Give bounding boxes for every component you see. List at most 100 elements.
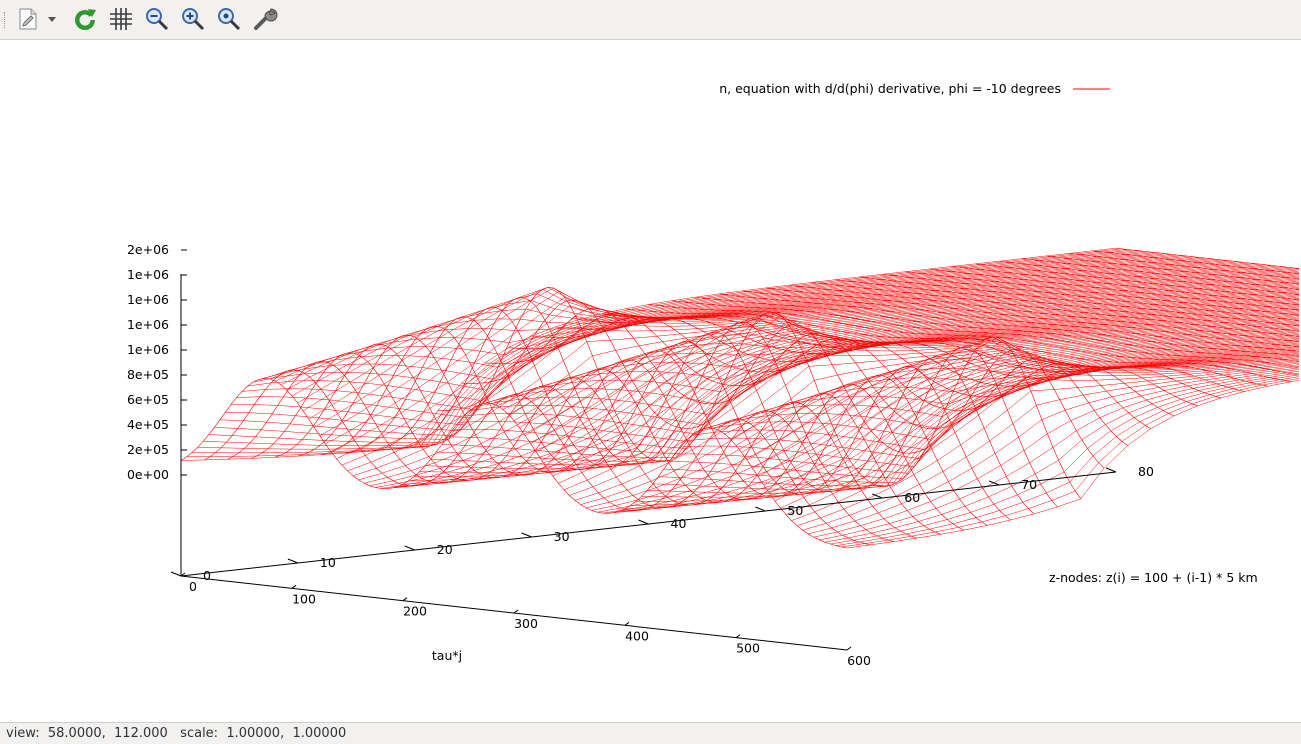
z-tick-label: 2e+06: [127, 242, 169, 257]
surface-line-x: [225, 252, 1161, 432]
export-button[interactable]: [13, 4, 43, 34]
surface-line-x: [558, 311, 1299, 484]
y-tick-label: 80: [1138, 464, 1154, 479]
surface-line-x: [375, 270, 1299, 488]
surface-line-x: [308, 262, 1244, 420]
surface-line-x: [697, 342, 1299, 440]
surface-line-x: [380, 272, 1299, 489]
surface-line-x: [730, 349, 1299, 440]
z-tick-label: 1e+06: [127, 317, 169, 332]
y-tick: [287, 558, 299, 564]
surface-line-x: [414, 279, 1299, 477]
z-tick-label: 4e+05: [127, 417, 169, 432]
surface-line-x: [491, 296, 1299, 404]
surface-line-x: [430, 283, 1299, 466]
surface-line-x: [297, 260, 1233, 404]
surface-line-x: [586, 317, 1299, 509]
surface-line-x: [519, 302, 1299, 428]
surface-line-y: [1045, 255, 1299, 285]
plot-area: 0 100 200 300 400 500 600 0 10 20 30 40 50 60 70 80 0e+0…: [1, 41, 1299, 721]
surface-line-x: [769, 340, 1299, 494]
surface-line-x: [541, 307, 1299, 461]
surface-line-x: [669, 336, 1299, 479]
zoom-out-icon: [146, 8, 169, 31]
z-tick-label: 6e+05: [127, 392, 169, 407]
surface-line-y: [274, 343, 941, 535]
surface-line-x: [602, 321, 1299, 514]
surface-line-x: [547, 308, 1299, 469]
y-tick-label: 70: [1021, 477, 1037, 492]
surface-line-x: [752, 338, 1299, 469]
surface-line-x: [708, 345, 1299, 429]
x-tick-label: 100: [292, 591, 316, 606]
replot-button[interactable]: [70, 4, 100, 34]
surface-line-x: [336, 265, 1272, 459]
surface-line-x: [247, 255, 1183, 401]
grid-button[interactable]: [106, 4, 136, 34]
surface-line-x: [647, 331, 1299, 494]
surface-line-x: [763, 337, 1299, 486]
export-dropdown-button[interactable]: [44, 4, 60, 34]
surface-line-x: [452, 288, 1299, 449]
surface-line-x: [674, 337, 1299, 474]
surface-line-x: [242, 254, 1178, 411]
surface-line-x: [203, 250, 1139, 447]
surface-line-x: [347, 266, 1283, 472]
surface-line-x: [758, 336, 1299, 477]
surface-line-x: [552, 310, 1299, 477]
zoom-out-button[interactable]: [142, 4, 172, 34]
surface-line-x: [369, 269, 1299, 487]
surface-line-x: [325, 263, 1261, 445]
surface-line-x: [513, 301, 1299, 421]
surface-line-x: [341, 265, 1278, 466]
surface-line-x: [469, 291, 1299, 426]
y-tick: [170, 571, 182, 577]
surface-line-x: [219, 252, 1155, 436]
surface-line-x: [530, 305, 1299, 444]
surface-line-x: [425, 281, 1299, 469]
surface-line-x: [841, 378, 1299, 548]
surface-line-x: [780, 354, 1299, 509]
surface-line-x: [641, 330, 1299, 498]
surface-line-x: [824, 372, 1299, 543]
surface-line-x: [197, 249, 1133, 450]
y-tick-label: 10: [320, 555, 336, 570]
surface-line-x: [608, 322, 1299, 514]
surface-line-x: [569, 313, 1299, 496]
surface-line-x: [364, 268, 1299, 484]
settings-button[interactable]: [250, 4, 280, 34]
surface-line-x: [497, 297, 1299, 407]
surface-line-x: [486, 295, 1299, 404]
y-tick-label: 0: [203, 568, 211, 583]
surface-line-x: [258, 256, 1194, 380]
x-tick: [291, 584, 297, 589]
x-axis-label: tau*j: [432, 648, 462, 663]
surface-line-x: [480, 294, 1299, 405]
surface-line-x: [214, 251, 1150, 440]
surface-line-x: [774, 346, 1299, 502]
surface-line-x: [180, 247, 1117, 461]
z-tick-label: 8e+05: [127, 367, 169, 382]
surface-line-x: [835, 376, 1299, 546]
surface-line-x: [186, 248, 1122, 458]
surface-line-x: [613, 323, 1299, 513]
z-tick-label: 0e+00: [127, 467, 169, 482]
zoom-in-button[interactable]: [178, 4, 208, 34]
surface-line-x: [358, 267, 1294, 481]
surface-line-x: [819, 371, 1299, 541]
surface-line-x: [691, 341, 1299, 450]
surface-line-x: [580, 316, 1299, 505]
x-tick-label: 200: [403, 604, 427, 619]
zoom-reset-button[interactable]: [214, 4, 244, 34]
surface-line-x: [192, 249, 1128, 454]
surface-line-x: [441, 285, 1299, 459]
surface-line-x: [808, 367, 1299, 535]
surface-line-x: [508, 300, 1299, 415]
y-axis-label: z-nodes: z(i) = 100 + (i-1) * 5 km: [1049, 570, 1258, 585]
toolbar-grip: [4, 12, 7, 28]
y-tick: [872, 493, 883, 499]
zoom-in-icon: [182, 8, 205, 31]
surface-line-x: [264, 257, 1200, 379]
surface-line-x: [702, 343, 1299, 430]
y-tick: [1105, 467, 1117, 473]
